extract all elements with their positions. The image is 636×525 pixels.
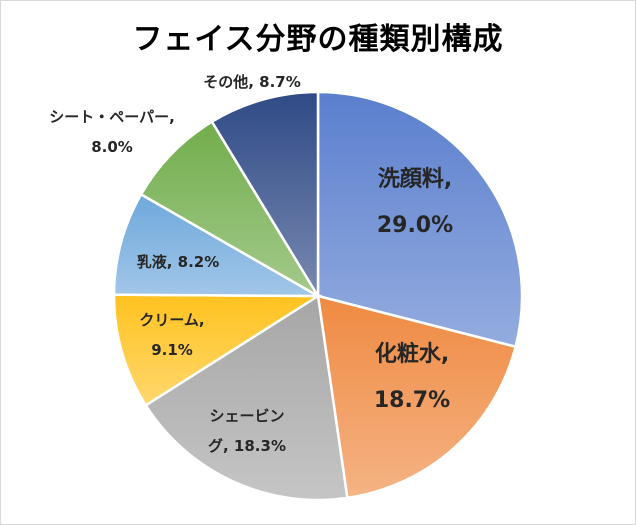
pie-slice-7 — [210, 90, 320, 301]
pie-slice-4 — [112, 293, 323, 408]
pie-slice-3 — [144, 293, 349, 502]
data-label-4: クリーム, 9.1% — [139, 311, 204, 359]
data-label-7: その他, 8.7% — [203, 73, 301, 91]
data-label-3: シェービング, 18.3% — [208, 407, 286, 455]
chart-title: フェイス分野の種類別構成 — [132, 22, 504, 57]
pie-slice-1 — [316, 90, 524, 349]
data-label-2: 化粧水, 18.7% — [374, 341, 450, 413]
pie-slice-6 — [139, 120, 320, 298]
pie-slice-2 — [316, 294, 518, 500]
pie-slice-5 — [112, 192, 323, 298]
data-label-6: シート・ペーパー, 8.0% — [49, 108, 175, 156]
data-label-1: 洗顔料, 29.0% — [377, 166, 453, 238]
data-label-5: 乳液, 8.2% — [137, 253, 220, 271]
